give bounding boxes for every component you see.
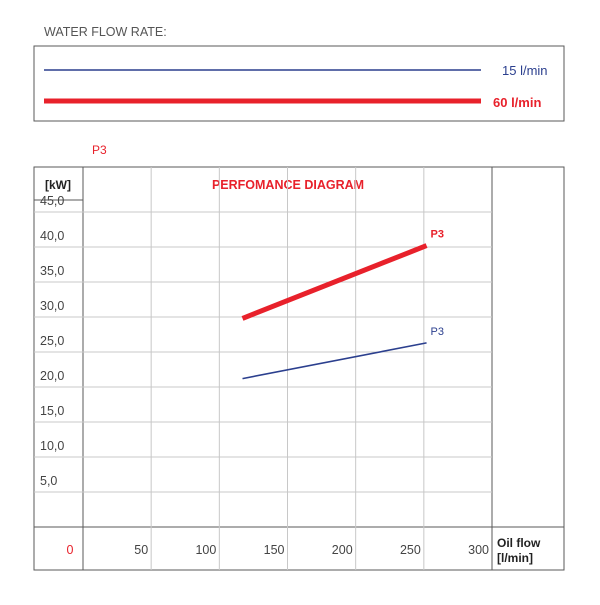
chart-frame [33, 166, 565, 571]
series-end-label: P3 [431, 326, 444, 338]
x-axis-label-line1: Oil flow [497, 536, 541, 550]
y-tick-label: 5,0 [40, 474, 57, 488]
series-lines: P3 P3 [241, 229, 444, 380]
chart-top-label: P3 [92, 143, 107, 157]
y-tick-labels: 45,0 40,0 35,0 30,0 25,0 20,0 15,0 10,0 5,0 [40, 194, 64, 488]
x-axis-label-line2: [l/min] [497, 551, 533, 565]
chart-border [33, 166, 565, 571]
grid [34, 167, 492, 570]
legend-heading: WATER FLOW RATE: [44, 25, 167, 39]
legend-label-60: 60 l/min [493, 95, 541, 110]
x-tick-label: 150 [264, 543, 285, 557]
y-tick-label: 35,0 [40, 264, 64, 278]
x-tick-labels: 0 50 100 150 200 250 300 [67, 543, 490, 557]
legend-box [33, 45, 565, 122]
series-line-15-lmin [242, 342, 427, 380]
series-line-60-lmin [241, 243, 428, 321]
legend-label-15: 15 l/min [502, 63, 548, 78]
y-tick-label: 45,0 [40, 194, 64, 208]
y-tick-label: 30,0 [40, 299, 64, 313]
x-tick-label: 300 [468, 543, 489, 557]
x-tick-label: 100 [195, 543, 216, 557]
y-tick-label: 40,0 [40, 229, 64, 243]
y-tick-label: 15,0 [40, 404, 64, 418]
y-tick-label: 10,0 [40, 439, 64, 453]
series-end-label: P3 [431, 229, 444, 241]
x-tick-label: 200 [332, 543, 353, 557]
y-tick-label: 20,0 [40, 369, 64, 383]
x-tick-label: 0 [67, 543, 74, 557]
y-tick-label: 25,0 [40, 334, 64, 348]
x-tick-label: 250 [400, 543, 421, 557]
legend: WATER FLOW RATE: 15 l/min 60 l/min [33, 25, 565, 122]
y-axis-unit: [kW] [45, 178, 71, 192]
x-tick-label: 50 [134, 543, 148, 557]
